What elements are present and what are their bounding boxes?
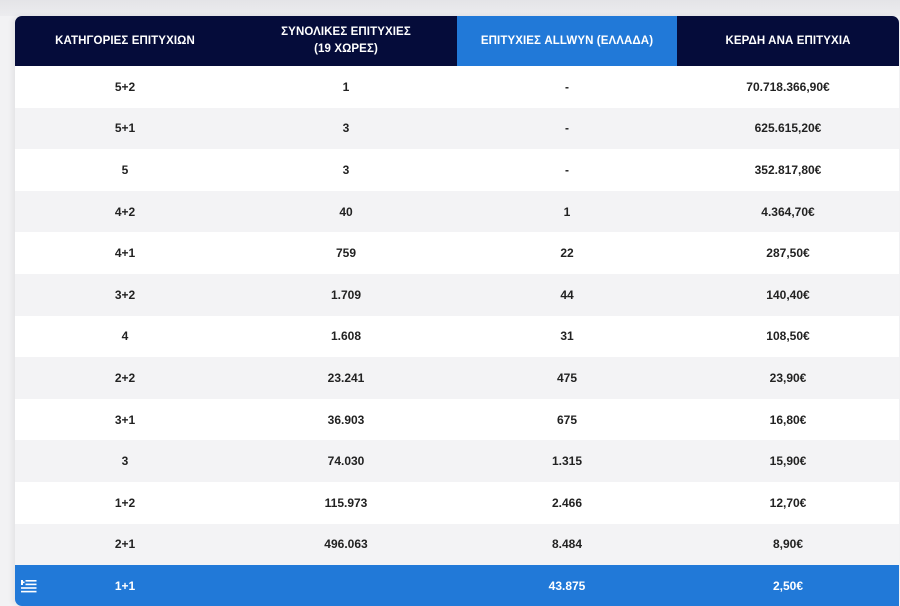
table-row: 3+2 1.709 44 140,40€ <box>15 273 899 316</box>
header-prize-per-winner: ΚΕΡΔΗ ΑΝΑ ΕΠΙΤΥΧΙΑ <box>677 16 899 66</box>
cell-category: 1+1 <box>15 565 235 606</box>
table-row: 4 1.608 31 108,50€ <box>15 315 899 358</box>
cell-category: 4+1 <box>15 232 235 274</box>
greek-flag-icon <box>21 579 37 593</box>
cell-total-winners: 36.903 <box>235 398 457 441</box>
table-row: 5+1 3 - 625.615,20€ <box>15 107 899 150</box>
header-label: ΕΠΙΤΥΧΙΕΣ ALLWYN (ΕΛΛΑΔΑ) <box>480 34 654 47</box>
cell-category: 5+1 <box>15 107 235 150</box>
cell-total-winners: 759 <box>235 232 457 274</box>
header-label: ΚΑΤΗΓΟΡΙΕΣ ΕΠΙΤΥΧΙΩΝ <box>55 34 195 47</box>
table-row: 1+2 115.973 2.466 12,70€ <box>15 481 899 524</box>
cell-total-winners: 1.709 <box>235 273 457 316</box>
cell-allwyn-winners: 675 <box>457 398 677 441</box>
header-label: ΣΥΝΟΛΙΚΕΣ ΕΠΙΤΥΧΙΕΣ <box>281 26 411 38</box>
results-table-card: ΚΑΤΗΓΟΡΙΕΣ ΕΠΙΤΥΧΙΩΝ ΣΥΝΟΛΙΚΕΣ ΕΠΙΤΥΧΙΕΣ… <box>15 16 899 606</box>
table-row: 2+1 496.063 8.484 8,90€ <box>15 523 899 566</box>
cell-allwyn-winners: - <box>457 66 677 108</box>
cell-allwyn-winners: 8.484 <box>457 523 677 566</box>
winnings-table: ΚΑΤΗΓΟΡΙΕΣ ΕΠΙΤΥΧΙΩΝ ΣΥΝΟΛΙΚΕΣ ΕΠΙΤΥΧΙΕΣ… <box>15 16 899 606</box>
cell-total-winners: 3 <box>235 107 457 150</box>
table-row: 5 3 - 352.817,80€ <box>15 149 899 191</box>
table-row: 3 74.030 1.315 15,90€ <box>15 440 899 482</box>
header-sublabel: (19 ΧΩΡΕΣ) <box>314 43 378 55</box>
cell-allwyn-winners: - <box>457 107 677 150</box>
cell-prize: 12,70€ <box>677 481 899 524</box>
cell-total-winners: 1.608 <box>235 315 457 358</box>
cell-allwyn-winners: - <box>457 149 677 191</box>
cell-allwyn-winners: 1.315 <box>457 440 677 482</box>
cell-allwyn-winners: 43.875 <box>457 565 677 606</box>
table-header-row: ΚΑΤΗΓΟΡΙΕΣ ΕΠΙΤΥΧΙΩΝ ΣΥΝΟΛΙΚΕΣ ΕΠΙΤΥΧΙΕΣ… <box>15 16 899 66</box>
cell-total-winners: 74.030 <box>235 440 457 482</box>
cell-prize: 70.718.366,90€ <box>677 66 899 108</box>
cell-category: 2+1 <box>15 523 235 566</box>
cell-prize: 625.615,20€ <box>677 107 899 150</box>
cell-category: 5 <box>15 149 235 191</box>
cell-prize: 16,80€ <box>677 398 899 441</box>
header-label: ΚΕΡΔΗ ΑΝΑ ΕΠΙΤΥΧΙΑ <box>725 34 851 47</box>
cell-category: 4 <box>15 315 235 358</box>
cell-allwyn-winners: 44 <box>457 273 677 316</box>
table-row: 5+2 1 - 70.718.366,90€ <box>15 66 899 108</box>
cell-category: 1+2 <box>15 481 235 524</box>
cell-total-winners: 40 <box>235 190 457 233</box>
cell-prize: 108,50€ <box>677 315 899 358</box>
header-total-winners: ΣΥΝΟΛΙΚΕΣ ΕΠΙΤΥΧΙΕΣ (19 ΧΩΡΕΣ) <box>235 16 457 66</box>
header-allwyn-winners: ΕΠΙΤΥΧΙΕΣ ALLWYN (ΕΛΛΑΔΑ) <box>457 16 677 66</box>
cell-allwyn-winners: 22 <box>457 232 677 274</box>
cell-allwyn-winners: 2.466 <box>457 481 677 524</box>
cell-category: 3 <box>15 440 235 482</box>
cell-prize: 23,90€ <box>677 357 899 399</box>
header-categories: ΚΑΤΗΓΟΡΙΕΣ ΕΠΙΤΥΧΙΩΝ <box>15 16 235 66</box>
cell-total-winners: 115.973 <box>235 481 457 524</box>
cell-allwyn-winners: 1 <box>457 190 677 233</box>
cell-allwyn-winners: 475 <box>457 357 677 399</box>
cell-prize: 140,40€ <box>677 273 899 316</box>
cell-total-winners <box>235 565 457 606</box>
cell-prize: 8,90€ <box>677 523 899 566</box>
page-top-background <box>0 0 900 16</box>
cell-prize: 2,50€ <box>677 565 899 606</box>
cell-total-winners: 23.241 <box>235 357 457 399</box>
cell-category: 4+2 <box>15 190 235 233</box>
cell-category: 5+2 <box>15 66 235 108</box>
table-row: 3+1 36.903 675 16,80€ <box>15 398 899 441</box>
cell-category-label: 1+1 <box>114 578 136 593</box>
table-row-highlighted: 1+1 43.875 2,50€ <box>15 565 899 606</box>
table-row: 4+1 759 22 287,50€ <box>15 232 899 274</box>
cell-prize: 352.817,80€ <box>677 149 899 191</box>
cell-total-winners: 496.063 <box>235 523 457 566</box>
cell-prize: 15,90€ <box>677 440 899 482</box>
cell-total-winners: 3 <box>235 149 457 191</box>
cell-allwyn-winners: 31 <box>457 315 677 358</box>
cell-prize: 4.364,70€ <box>677 190 899 233</box>
cell-total-winners: 1 <box>235 66 457 108</box>
cell-category: 3+2 <box>15 273 235 316</box>
table-row: 2+2 23.241 475 23,90€ <box>15 357 899 399</box>
table-row: 4+2 40 1 4.364,70€ <box>15 190 899 233</box>
cell-prize: 287,50€ <box>677 232 899 274</box>
cell-category: 3+1 <box>15 398 235 441</box>
cell-category: 2+2 <box>15 357 235 399</box>
